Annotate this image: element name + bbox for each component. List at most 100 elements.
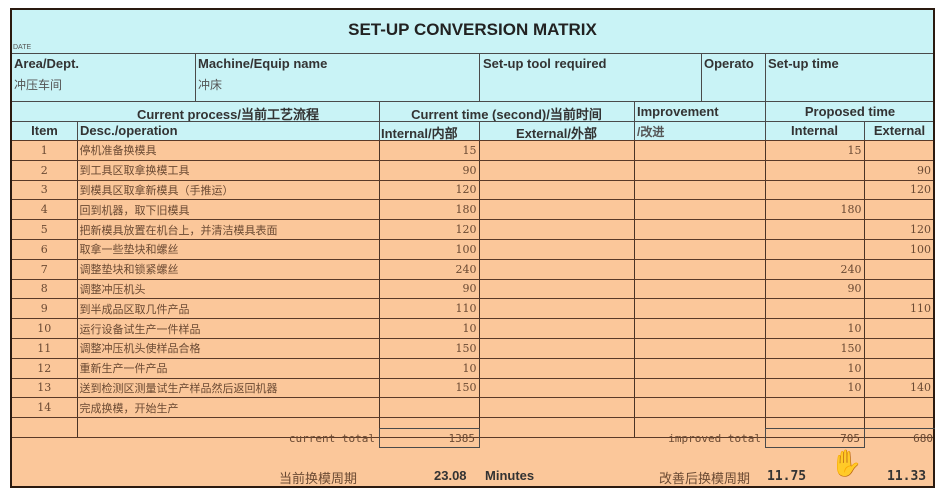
cell-item[interactable]: 14 bbox=[12, 397, 77, 419]
cell-external[interactable] bbox=[478, 357, 634, 379]
cell-item[interactable]: 8 bbox=[12, 278, 77, 300]
cell-external[interactable] bbox=[478, 179, 634, 201]
cell-internal[interactable]: 100 bbox=[378, 238, 479, 260]
cell-external[interactable] bbox=[478, 199, 634, 221]
cell-p_int[interactable]: 150 bbox=[764, 337, 864, 359]
cell-improvement[interactable] bbox=[633, 258, 765, 280]
cell-desc[interactable]: 停机准备换模具 bbox=[76, 140, 379, 161]
cell-p_int[interactable] bbox=[764, 219, 864, 240]
cell-p_ext[interactable] bbox=[863, 140, 933, 161]
cell-internal[interactable]: 120 bbox=[378, 219, 479, 240]
cell-item[interactable] bbox=[12, 417, 77, 438]
cell-item[interactable]: 9 bbox=[12, 298, 77, 320]
cell-p_int[interactable]: 180 bbox=[764, 199, 864, 221]
cell-internal[interactable]: 10 bbox=[378, 357, 479, 379]
cell-external[interactable] bbox=[478, 278, 634, 300]
cell-desc[interactable]: 送到检测区测量试生产样品然后返回机器 bbox=[76, 377, 379, 399]
cell-item[interactable]: 7 bbox=[12, 258, 77, 280]
cell-improvement[interactable] bbox=[633, 377, 765, 399]
cell-p_ext[interactable] bbox=[863, 397, 933, 419]
cell-improvement[interactable] bbox=[633, 397, 765, 419]
cell-internal[interactable]: 90 bbox=[378, 278, 479, 300]
cell-improvement[interactable] bbox=[633, 337, 765, 359]
cell-p_int[interactable] bbox=[764, 417, 864, 438]
cell-p_int[interactable] bbox=[764, 397, 864, 419]
cell-item[interactable]: 5 bbox=[12, 219, 77, 240]
cell-desc[interactable]: 回到机器，取下旧模具 bbox=[76, 199, 379, 221]
cell-internal[interactable]: 10 bbox=[378, 318, 479, 339]
cell-improvement[interactable] bbox=[633, 159, 765, 181]
cell-item[interactable]: 11 bbox=[12, 337, 77, 359]
cell-desc[interactable]: 调整垫块和锁紧螺丝 bbox=[76, 258, 379, 280]
cell-desc[interactable]: 到工具区取拿换模工具 bbox=[76, 159, 379, 181]
cell-internal[interactable]: 90 bbox=[378, 159, 479, 181]
cell-p_int[interactable]: 10 bbox=[764, 357, 864, 379]
cell-desc[interactable]: 运行设备试生产一件样品 bbox=[76, 318, 379, 339]
cell-external[interactable] bbox=[478, 337, 634, 359]
cell-p_int[interactable]: 10 bbox=[764, 318, 864, 339]
cell-desc[interactable]: 到模具区取拿新模具（手推运） bbox=[76, 179, 379, 201]
cell-item[interactable]: 10 bbox=[12, 318, 77, 339]
cell-p_ext[interactable]: 120 bbox=[863, 219, 933, 240]
cell-desc[interactable]: 调整冲压机头使样品合格 bbox=[76, 337, 379, 359]
cell-p_int[interactable] bbox=[764, 159, 864, 181]
cell-p_int[interactable] bbox=[764, 179, 864, 201]
cell-item[interactable]: 3 bbox=[12, 179, 77, 201]
machine-value[interactable]: 冲床 bbox=[198, 78, 223, 92]
cell-desc[interactable]: 到半成品区取几件产品 bbox=[76, 298, 379, 320]
cell-improvement[interactable] bbox=[633, 298, 765, 320]
cell-p_ext[interactable] bbox=[863, 337, 933, 359]
cell-improvement[interactable] bbox=[633, 140, 765, 161]
cell-p_ext[interactable]: 110 bbox=[863, 298, 933, 320]
cell-improvement[interactable] bbox=[633, 318, 765, 339]
cell-p_ext[interactable]: 120 bbox=[863, 179, 933, 201]
cell-improvement[interactable] bbox=[633, 179, 765, 201]
cell-p_int[interactable]: 10 bbox=[764, 377, 864, 399]
cell-p_ext[interactable]: 90 bbox=[863, 159, 933, 181]
cell-internal[interactable]: 240 bbox=[378, 258, 479, 280]
cell-p_ext[interactable]: 140 bbox=[863, 377, 933, 399]
cell-external[interactable] bbox=[478, 417, 634, 438]
cell-p_ext[interactable]: 100 bbox=[863, 238, 933, 260]
cell-p_int[interactable] bbox=[764, 238, 864, 260]
cell-internal[interactable]: 120 bbox=[378, 179, 479, 201]
cell-external[interactable] bbox=[478, 377, 634, 399]
cell-desc[interactable]: 重新生产一件产品 bbox=[76, 357, 379, 379]
cell-improvement[interactable] bbox=[633, 278, 765, 300]
cell-external[interactable] bbox=[478, 258, 634, 280]
cell-external[interactable] bbox=[478, 397, 634, 419]
cell-p_int[interactable]: 240 bbox=[764, 258, 864, 280]
cell-item[interactable]: 6 bbox=[12, 238, 77, 260]
cell-item[interactable]: 2 bbox=[12, 159, 77, 181]
cell-p_ext[interactable] bbox=[863, 357, 933, 379]
cell-improvement[interactable] bbox=[633, 199, 765, 221]
cell-external[interactable] bbox=[478, 159, 634, 181]
area-value[interactable]: 冲压车间 bbox=[14, 78, 63, 92]
cell-external[interactable] bbox=[478, 318, 634, 339]
cell-desc[interactable]: 完成换模，开始生产 bbox=[76, 397, 379, 419]
cell-external[interactable] bbox=[478, 219, 634, 240]
cell-internal[interactable]: 180 bbox=[378, 199, 479, 221]
cell-internal[interactable]: 150 bbox=[378, 377, 479, 399]
cell-p_int[interactable] bbox=[764, 298, 864, 320]
cell-desc[interactable]: 取拿一些垫块和螺丝 bbox=[76, 238, 379, 260]
cell-desc[interactable]: 调整冲压机头 bbox=[76, 278, 379, 300]
cell-p_ext[interactable] bbox=[863, 199, 933, 221]
cell-external[interactable] bbox=[478, 298, 634, 320]
cell-item[interactable]: 1 bbox=[12, 140, 77, 161]
cell-p_ext[interactable] bbox=[863, 258, 933, 280]
cell-improvement[interactable] bbox=[633, 417, 765, 438]
cell-internal[interactable]: 15 bbox=[378, 140, 479, 161]
cell-p_ext[interactable] bbox=[863, 318, 933, 339]
cell-p_int[interactable]: 15 bbox=[764, 140, 864, 161]
cell-desc[interactable]: 把新模具放置在机台上，并清洁模具表面 bbox=[76, 219, 379, 240]
cell-external[interactable] bbox=[478, 140, 634, 161]
cell-desc[interactable] bbox=[76, 417, 379, 438]
cell-p_int[interactable]: 90 bbox=[764, 278, 864, 300]
cell-item[interactable]: 4 bbox=[12, 199, 77, 221]
cell-improvement[interactable] bbox=[633, 357, 765, 379]
cell-improvement[interactable] bbox=[633, 219, 765, 240]
cell-p_ext[interactable] bbox=[863, 417, 933, 438]
cell-external[interactable] bbox=[478, 238, 634, 260]
cell-item[interactable]: 13 bbox=[12, 377, 77, 399]
